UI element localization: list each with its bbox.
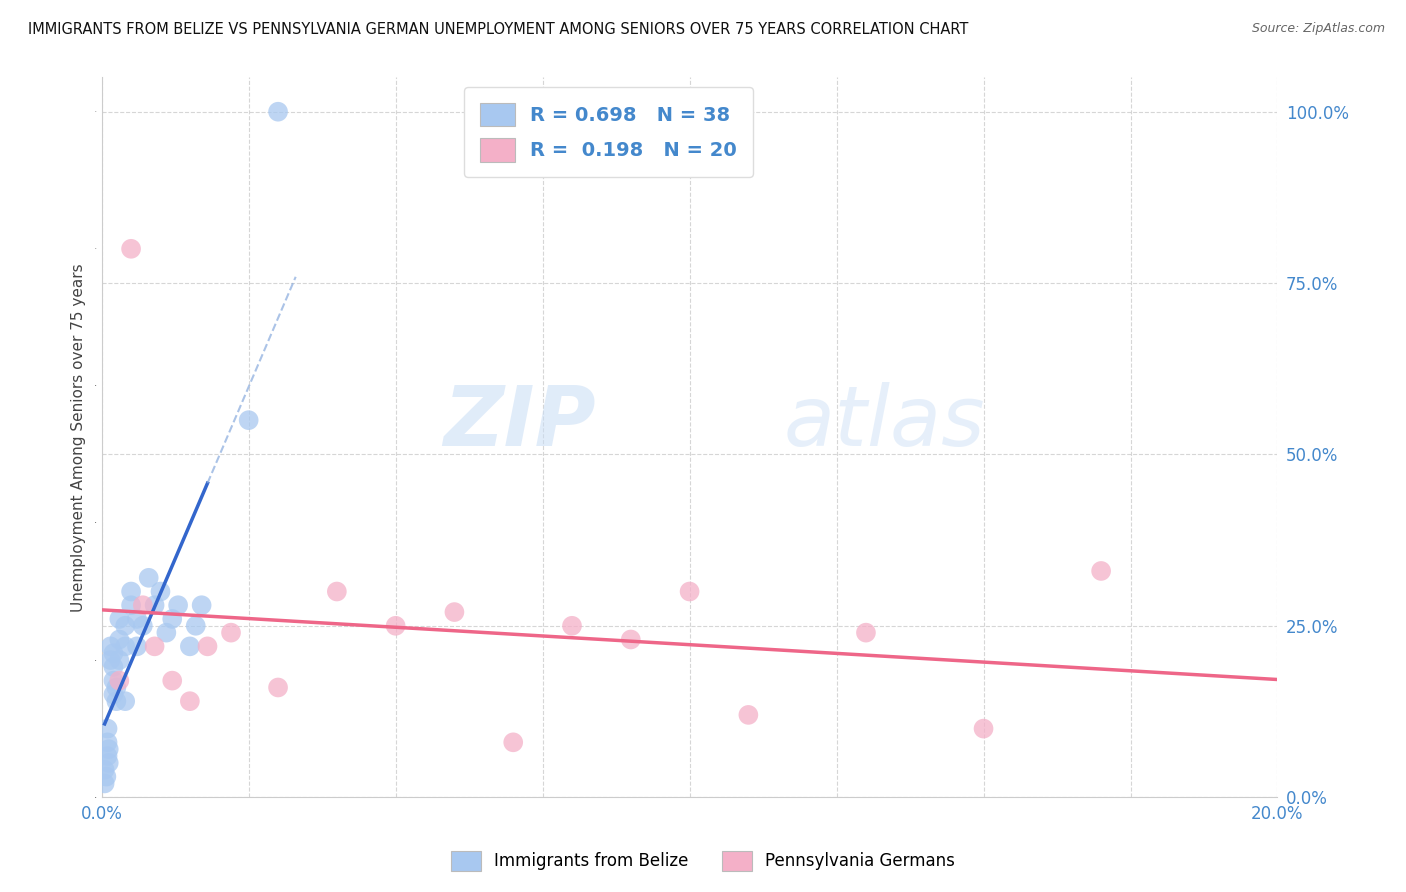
Point [219,625,242,640]
Point [114,619,136,633]
Point [125,640,148,654]
Point [620,632,643,647]
Point [103,673,125,688]
Point [267,681,290,695]
Point [103,646,125,660]
Point [108,673,131,688]
Point [120,242,142,256]
Point [149,584,172,599]
Point [132,599,155,613]
Point [105,681,128,695]
Point [1090,564,1112,578]
Point [114,694,136,708]
Point [167,599,190,613]
Point [160,673,183,688]
Point [502,735,524,749]
Text: IMMIGRANTS FROM BELIZE VS PENNSYLVANIA GERMAN UNEMPLOYMENT AMONG SENIORS OVER 75: IMMIGRANTS FROM BELIZE VS PENNSYLVANIA G… [28,22,969,37]
Text: ZIP: ZIP [443,383,596,464]
Point [108,653,131,667]
Point [105,694,128,708]
Point [93,776,115,790]
Point [737,707,759,722]
Point [97,735,120,749]
Point [132,619,155,633]
Legend: Immigrants from Belize, Pennsylvania Germans: Immigrants from Belize, Pennsylvania Ger… [443,842,963,880]
Point [179,640,201,654]
Text: Source: ZipAtlas.com: Source: ZipAtlas.com [1251,22,1385,36]
Y-axis label: Unemployment Among Seniors over 75 years: Unemployment Among Seniors over 75 years [72,263,86,612]
Point [97,722,120,736]
Point [108,612,131,626]
Point [143,640,166,654]
Point [326,584,349,599]
Point [97,749,120,764]
Point [93,763,115,777]
Point [100,640,122,654]
Point [184,619,207,633]
Point [114,640,136,654]
Point [96,770,118,784]
Point [855,625,877,640]
Point [267,104,290,119]
Legend: R = 0.698   N = 38, R =  0.198   N = 20: R = 0.698 N = 38, R = 0.198 N = 20 [464,87,752,178]
Point [384,619,406,633]
Point [120,599,142,613]
Point [197,640,219,654]
Point [100,653,122,667]
Point [160,612,183,626]
Point [155,625,177,640]
Point [120,584,142,599]
Point [443,605,465,619]
Point [190,599,212,613]
Point [97,742,120,756]
Point [108,632,131,647]
Text: atlas: atlas [783,383,986,464]
Point [678,584,700,599]
Point [103,660,125,674]
Point [97,756,120,770]
Point [103,687,125,701]
Point [125,612,148,626]
Point [179,694,201,708]
Point [138,571,160,585]
Point [561,619,583,633]
Point [238,413,260,427]
Point [973,722,995,736]
Point [143,599,166,613]
